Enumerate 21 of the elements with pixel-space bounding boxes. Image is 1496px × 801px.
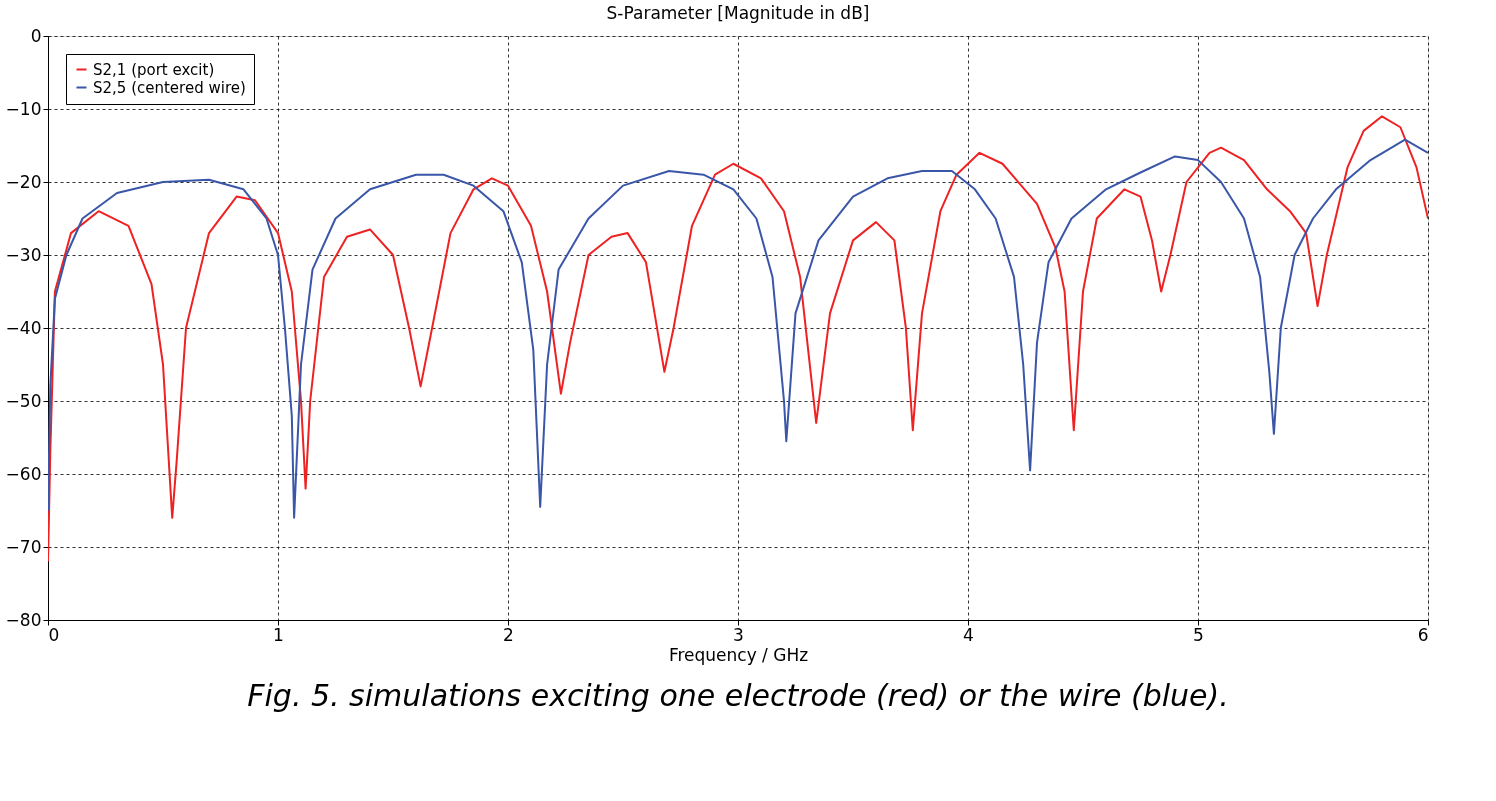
y-tick-label: −30: [5, 244, 42, 265]
x-tick-label: 6: [1417, 624, 1429, 645]
legend-label: S2,1 (port excit): [93, 60, 215, 79]
y-tick-label: −10: [5, 98, 42, 119]
y-tick-label: −50: [5, 390, 42, 411]
y-tick-label: −60: [5, 463, 42, 484]
y-tick-label: −80: [5, 609, 42, 630]
x-tick-label: 5: [1193, 624, 1204, 645]
x-tick-label: 2: [503, 624, 514, 645]
x-tick-label: 3: [733, 624, 744, 645]
y-tick-label: −20: [5, 171, 42, 192]
x-tick-label: 4: [963, 624, 974, 645]
legend-label: S2,5 (centered wire): [93, 78, 246, 97]
y-tick-label: 0: [30, 25, 42, 46]
x-tick-label: 1: [273, 624, 284, 645]
x-axis-title: Frequency / GHz: [668, 644, 809, 665]
x-tick-label: 0: [48, 624, 60, 645]
y-tick-label: −40: [5, 317, 42, 338]
y-tick-label: −70: [5, 536, 42, 557]
caption: Fig. 5. simulations exciting one electrode (red) or the wire (blue).: [247, 678, 1229, 713]
chart-title: S-Parameter [Magnitude in dB]: [606, 3, 870, 23]
